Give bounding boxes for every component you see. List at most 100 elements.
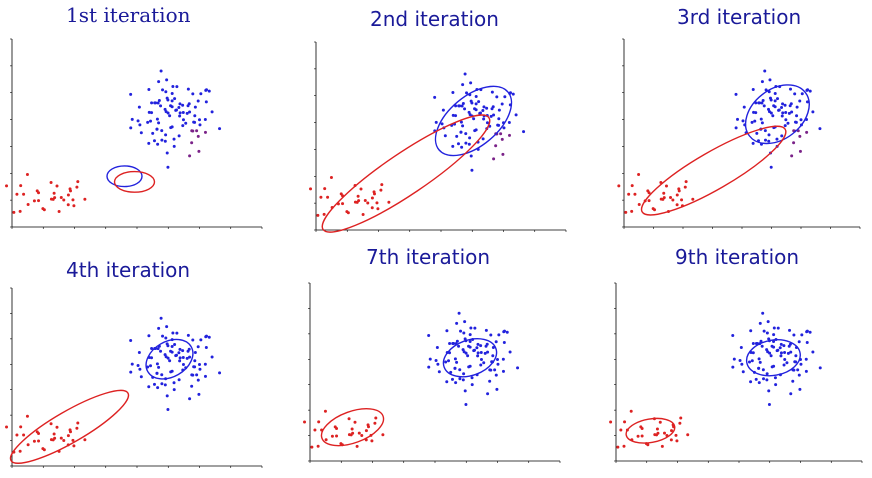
data-point	[370, 439, 374, 443]
data-point	[171, 331, 175, 335]
data-point	[204, 88, 208, 92]
data-point	[129, 338, 133, 342]
data-point	[366, 425, 370, 429]
data-point	[658, 420, 662, 424]
data-point	[163, 383, 167, 387]
data-point	[786, 351, 790, 355]
data-point	[149, 119, 153, 123]
data-point	[609, 420, 613, 424]
data-point	[767, 139, 771, 143]
data-point	[662, 191, 666, 195]
data-point	[185, 111, 189, 115]
data-point	[671, 198, 675, 202]
data-point	[684, 180, 688, 184]
data-point	[187, 102, 191, 106]
data-point	[761, 377, 765, 381]
data-point	[434, 358, 438, 362]
data-point	[616, 445, 620, 449]
data-point	[646, 443, 650, 447]
data-point	[785, 361, 789, 365]
data-point	[72, 204, 76, 208]
data-point	[170, 105, 174, 109]
data-point	[170, 92, 174, 96]
data-point	[767, 389, 771, 393]
data-point	[662, 196, 666, 200]
data-point	[198, 123, 202, 127]
data-point	[32, 439, 36, 443]
data-point	[804, 369, 808, 373]
data-point	[769, 165, 773, 169]
data-point	[171, 85, 175, 89]
data-point	[165, 325, 169, 329]
data-point	[799, 118, 803, 122]
data-point	[204, 100, 208, 104]
data-point	[474, 95, 478, 99]
data-point	[640, 427, 644, 431]
data-point	[485, 342, 489, 346]
data-point	[627, 192, 631, 196]
data-point	[456, 142, 460, 146]
data-point	[175, 331, 179, 335]
data-point	[347, 417, 351, 421]
data-point	[440, 122, 444, 126]
data-point	[459, 120, 463, 124]
data-point	[166, 407, 170, 411]
data-point	[172, 388, 176, 392]
data-point	[204, 334, 208, 338]
data-point	[196, 345, 200, 349]
panel-2-plot	[309, 41, 567, 233]
data-point	[444, 360, 448, 364]
data-point	[760, 121, 764, 125]
data-point	[683, 185, 687, 189]
data-point	[772, 333, 776, 337]
data-point	[514, 113, 518, 117]
data-point	[794, 360, 798, 364]
data-point	[66, 434, 70, 438]
data-point	[193, 105, 197, 109]
data-point	[467, 110, 471, 114]
data-point	[764, 138, 768, 142]
data-point	[500, 137, 504, 141]
data-point	[461, 124, 465, 128]
data-point	[472, 117, 476, 121]
panel-5-plot	[303, 282, 561, 463]
data-point	[499, 132, 503, 136]
panel-title-7: 7th iteration	[366, 245, 491, 269]
data-point	[188, 355, 192, 359]
data-point	[68, 430, 72, 434]
data-point	[55, 184, 59, 188]
data-point	[313, 428, 317, 432]
data-point	[322, 212, 326, 216]
data-point	[146, 120, 150, 124]
data-point	[463, 72, 467, 76]
data-point	[155, 117, 159, 121]
data-point	[773, 105, 777, 109]
data-point	[75, 185, 79, 189]
data-point	[37, 432, 41, 436]
data-point	[772, 326, 776, 330]
data-point	[49, 438, 53, 442]
data-point	[155, 371, 159, 375]
data-point	[780, 105, 784, 109]
data-point	[468, 113, 472, 117]
data-point	[181, 362, 185, 366]
data-point	[467, 142, 471, 146]
data-point	[765, 331, 769, 335]
data-point	[203, 117, 207, 121]
data-point	[754, 111, 758, 115]
data-point	[776, 326, 780, 330]
data-point	[151, 131, 155, 135]
data-point	[457, 311, 461, 315]
data-point	[773, 99, 777, 103]
data-point	[640, 434, 644, 438]
red-cluster-ellipse	[113, 170, 156, 193]
data-point	[15, 192, 19, 196]
data-point	[5, 425, 9, 429]
data-point	[760, 344, 764, 348]
data-point	[497, 123, 501, 127]
data-point	[763, 69, 767, 73]
data-point	[771, 114, 775, 118]
data-point	[138, 123, 142, 127]
data-point	[181, 110, 185, 114]
